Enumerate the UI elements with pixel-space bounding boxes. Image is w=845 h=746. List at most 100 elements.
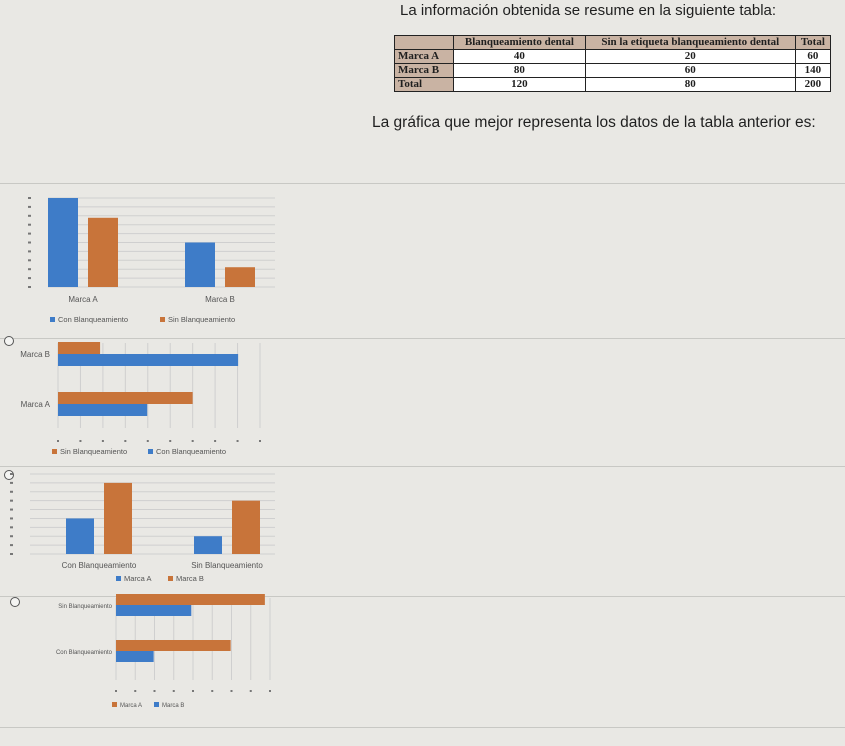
table-row-label: Marca B	[394, 63, 454, 78]
x-tick-mark	[79, 440, 82, 442]
x-tick-mark	[214, 440, 217, 442]
y-tick-mark	[28, 259, 31, 262]
y-tick-mark	[10, 553, 13, 555]
table-cell: 80	[453, 63, 586, 78]
x-tick-mark	[269, 690, 271, 692]
x-tick-mark	[211, 690, 214, 692]
legend-swatch	[154, 702, 159, 707]
legend-swatch	[116, 576, 121, 581]
y-tick-mark	[10, 499, 13, 502]
bar	[58, 404, 148, 416]
summary-table: Blanqueamiento dental Sin la etiqueta bl…	[394, 35, 832, 92]
divider	[0, 183, 845, 184]
table-row: Marca B 80 60 140	[394, 63, 832, 78]
option-c-chart[interactable]: Con Blanqueamiento Sin Blanqueamiento Marc…	[0, 468, 300, 594]
y-tick-mark	[28, 214, 31, 217]
legend-swatch	[52, 449, 57, 454]
x-tick-mark	[146, 440, 149, 442]
x-tick-mark	[101, 440, 104, 442]
legend-label: Marca B	[162, 703, 184, 709]
x-tick-mark	[169, 440, 172, 442]
legend-label: Sin Blanqueamiento	[60, 447, 127, 456]
legend-swatch	[160, 317, 165, 322]
category-label: Marca B	[205, 295, 235, 304]
option-a-chart[interactable]: Marca A Marca B Con Blanqueamiento Sin Blan…	[0, 185, 300, 335]
y-tick-mark	[10, 490, 13, 493]
y-tick-mark	[28, 232, 31, 235]
bar	[232, 500, 260, 554]
divider	[0, 727, 845, 728]
divider	[0, 596, 845, 597]
category-label: Sin Blanqueamiento	[58, 604, 112, 610]
legend-label: Marca A	[124, 574, 152, 583]
legend-label: Con Blanqueamiento	[58, 315, 128, 324]
table-cell: 80	[584, 77, 796, 92]
bar	[116, 605, 192, 616]
x-tick-mark	[115, 690, 117, 692]
table-cell: 20	[584, 49, 796, 64]
legend-swatch	[50, 317, 55, 322]
y-tick-mark	[10, 508, 13, 511]
legend-label: Sin Blanqueamiento	[168, 315, 235, 324]
table-row: Total 120 80 200	[394, 77, 832, 92]
legend-label: Con Blanqueamiento	[156, 447, 226, 456]
table-header-cell: Sin la etiqueta blanqueamiento dental	[584, 35, 796, 50]
bar	[58, 392, 193, 404]
category-label: Marca A	[21, 400, 51, 409]
question-prompt: La gráfica que mejor representa los dato…	[372, 114, 816, 131]
table-cell: 60	[794, 49, 832, 64]
bar	[88, 217, 118, 287]
bar	[48, 198, 78, 287]
x-tick-mark	[57, 440, 59, 442]
legend-label: Marca B	[176, 574, 204, 583]
x-tick-mark	[191, 440, 194, 442]
y-tick-mark	[28, 205, 31, 208]
y-tick-mark	[28, 197, 31, 199]
question-intro: La información obtenida se resume en la …	[400, 2, 777, 19]
x-tick-mark	[249, 690, 252, 692]
bar	[185, 242, 215, 287]
option-c-radio[interactable]	[4, 470, 14, 480]
y-tick-mark	[10, 517, 13, 520]
table-header-row: Blanqueamiento dental Sin la etiqueta bl…	[394, 35, 832, 50]
bar	[58, 354, 239, 366]
bar	[104, 482, 132, 554]
table-row-label: Total	[394, 77, 454, 92]
table-header-cell: Total	[794, 35, 832, 50]
table-cell: 140	[794, 63, 832, 78]
category-label: Marca B	[20, 350, 50, 359]
legend-swatch	[168, 576, 173, 581]
table-cell: 40	[453, 49, 586, 64]
option-d-radio[interactable]	[10, 597, 20, 607]
y-tick-mark	[10, 544, 13, 547]
option-d-chart[interactable]: Con Blanqueamiento Sin Blanqueamiento Marc…	[0, 594, 300, 725]
option-b-chart[interactable]: Marca A Marca B Sin Blanqueamiento Con Blan…	[0, 340, 300, 465]
bar	[116, 594, 265, 605]
bar	[58, 342, 101, 354]
table-cell: 120	[453, 77, 586, 92]
table-row-label: Marca A	[394, 49, 454, 64]
option-b-radio[interactable]	[4, 336, 14, 346]
table-cell: 60	[584, 63, 796, 78]
table-header-cell	[394, 35, 454, 50]
y-tick-mark	[10, 473, 13, 475]
y-tick-mark	[28, 277, 31, 280]
category-label: Con Blanqueamiento	[62, 561, 137, 570]
bar	[116, 651, 154, 662]
bar	[66, 518, 94, 554]
bar	[194, 536, 222, 554]
category-label: Sin Blanqueamiento	[191, 561, 263, 570]
y-tick-mark	[28, 268, 31, 271]
divider	[0, 466, 845, 467]
x-tick-mark	[236, 440, 239, 442]
table-row: Marca A 40 20 60	[394, 49, 832, 64]
y-tick-mark	[28, 286, 31, 288]
x-tick-mark	[124, 440, 127, 442]
x-tick-mark	[153, 690, 156, 692]
bar	[116, 640, 231, 651]
y-tick-mark	[10, 535, 13, 538]
legend-label: Marca A	[120, 703, 142, 709]
x-tick-mark	[259, 440, 261, 442]
x-tick-mark	[192, 690, 194, 692]
table-cell: 200	[794, 77, 832, 92]
